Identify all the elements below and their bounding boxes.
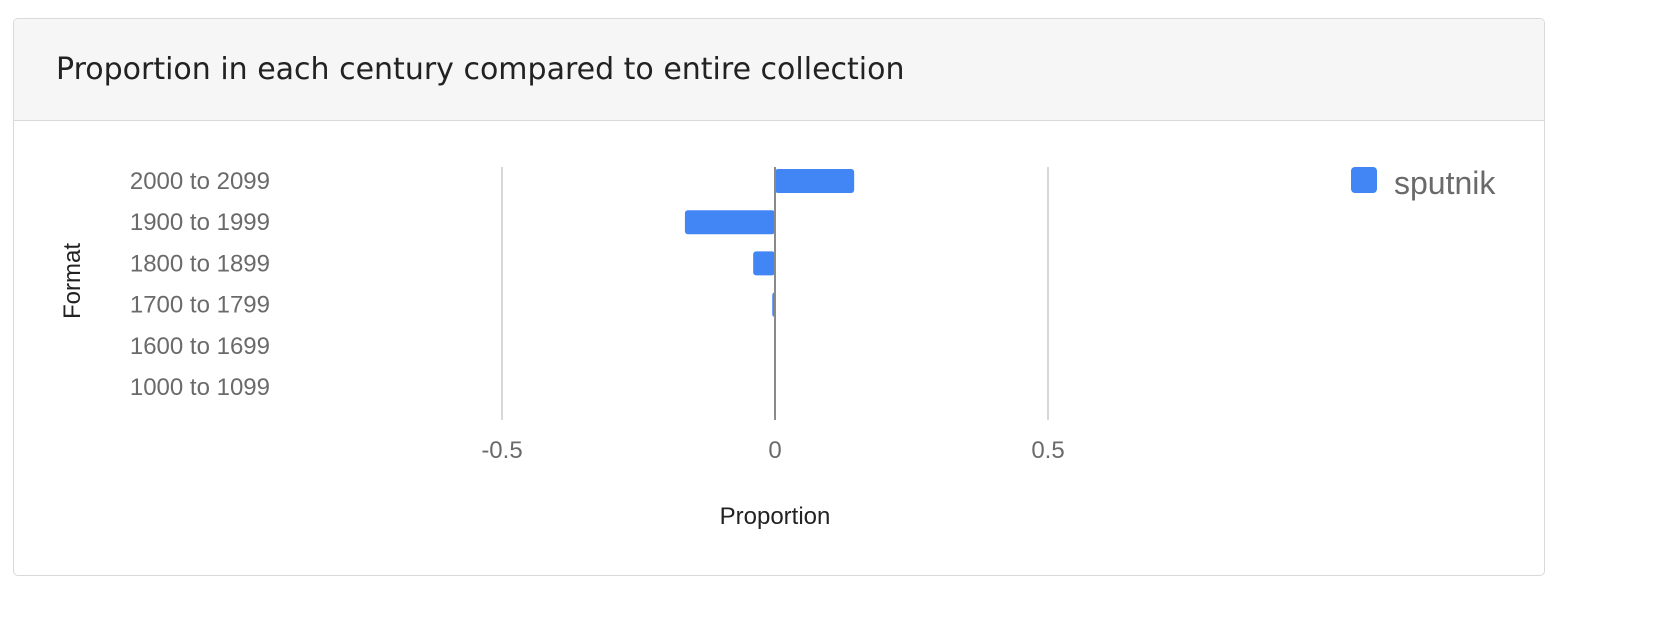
y-tick-label: 1800 to 1899 [130, 250, 270, 277]
legend-label: sputnik [1394, 165, 1496, 201]
y-tick-label: 1600 to 1699 [130, 333, 270, 360]
y-axis-tick-labels: 2000 to 2099 1900 to 1999 1800 to 1899 1700… [130, 168, 270, 401]
panel-body: 2000 to 2099 1900 to 1999 1800 to 1899 1700… [14, 121, 1544, 574]
x-axis-title: Proportion [720, 503, 831, 530]
gridlines [501, 167, 1049, 420]
bar [753, 251, 775, 276]
panel-heading: Proportion in each century compared to e… [14, 19, 1544, 121]
legend-swatch [1351, 167, 1377, 193]
legend: sputnik [1351, 165, 1496, 201]
x-tick-label: -0.5 [481, 437, 522, 464]
y-tick-label: 1900 to 1999 [130, 209, 270, 236]
panel-title: Proportion in each century compared to e… [56, 52, 905, 87]
bar [684, 210, 775, 235]
y-tick-label: 1700 to 1799 [130, 292, 270, 319]
y-tick-label: 2000 to 2099 [130, 168, 270, 195]
chart-panel: Proportion in each century compared to e… [13, 18, 1545, 576]
x-tick-label: 0.5 [1031, 437, 1064, 464]
x-axis-tick-labels: -0.5 0 0.5 [481, 437, 1064, 464]
y-tick-label: 1000 to 1099 [130, 374, 270, 401]
bar [775, 169, 855, 193]
bars [684, 169, 855, 317]
x-tick-label: 0 [768, 437, 781, 464]
bar-chart: 2000 to 2099 1900 to 1999 1800 to 1899 1700… [59, 165, 1496, 530]
y-axis-title: Format [59, 243, 86, 319]
